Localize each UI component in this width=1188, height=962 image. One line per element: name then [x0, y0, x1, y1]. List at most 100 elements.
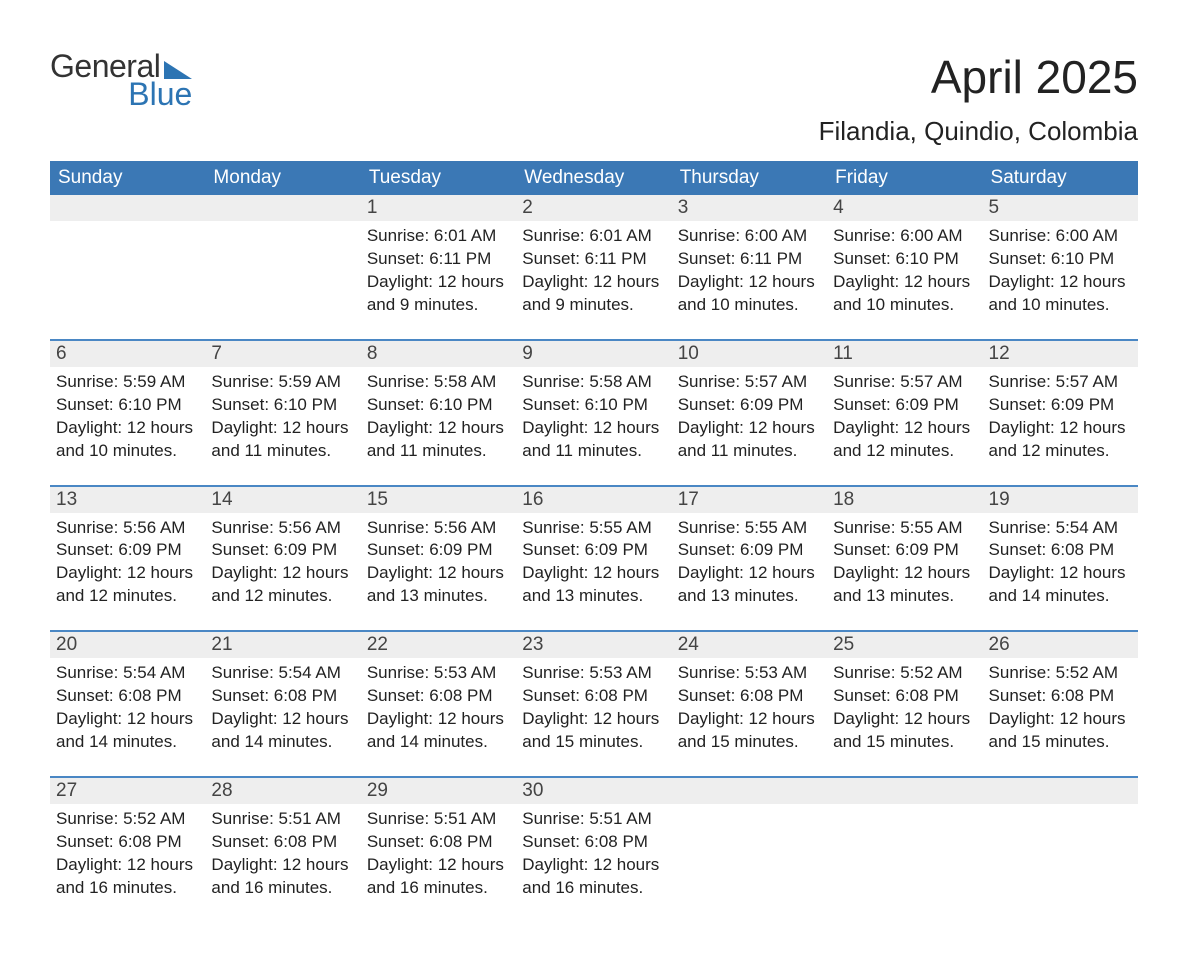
sunset-line: Sunset: 6:08 PM [56, 685, 199, 708]
daylight-line: Daylight: 12 hours and 10 minutes. [678, 271, 821, 317]
sunrise-line: Sunrise: 6:01 AM [367, 225, 510, 248]
sunset-line: Sunset: 6:11 PM [522, 248, 665, 271]
day-number: 11 [827, 341, 982, 367]
daylight-line: Daylight: 12 hours and 12 minutes. [989, 417, 1132, 463]
day-number: 14 [205, 487, 360, 513]
calendar-day-cell [50, 195, 205, 340]
day-number: 15 [361, 487, 516, 513]
month-title: April 2025 [819, 50, 1138, 104]
sunrise-line: Sunrise: 5:52 AM [56, 808, 199, 831]
calendar-week-row: 1Sunrise: 6:01 AMSunset: 6:11 PMDaylight… [50, 195, 1138, 340]
sunrise-line: Sunrise: 5:53 AM [367, 662, 510, 685]
day-body: Sunrise: 5:52 AMSunset: 6:08 PMDaylight:… [983, 658, 1138, 754]
day-body: Sunrise: 6:01 AMSunset: 6:11 PMDaylight:… [516, 221, 671, 317]
header-bar: General Blue April 2025 Filandia, Quindi… [50, 50, 1138, 155]
day-number: 6 [50, 341, 205, 367]
day-body: Sunrise: 5:56 AMSunset: 6:09 PMDaylight:… [205, 513, 360, 609]
calendar-day-cell: 7Sunrise: 5:59 AMSunset: 6:10 PMDaylight… [205, 340, 360, 486]
calendar-day-cell [983, 777, 1138, 922]
day-number: 12 [983, 341, 1138, 367]
day-number [50, 195, 205, 221]
calendar-day-cell: 22Sunrise: 5:53 AMSunset: 6:08 PMDayligh… [361, 631, 516, 777]
day-body: Sunrise: 6:01 AMSunset: 6:11 PMDaylight:… [361, 221, 516, 317]
calendar-day-cell: 4Sunrise: 6:00 AMSunset: 6:10 PMDaylight… [827, 195, 982, 340]
logo-text-blue: Blue [50, 78, 192, 112]
daylight-line: Daylight: 12 hours and 12 minutes. [56, 562, 199, 608]
day-body: Sunrise: 5:57 AMSunset: 6:09 PMDaylight:… [983, 367, 1138, 463]
daylight-line: Daylight: 12 hours and 16 minutes. [522, 854, 665, 900]
day-number [205, 195, 360, 221]
weekday-header: Tuesday [361, 161, 516, 195]
sunset-line: Sunset: 6:09 PM [678, 394, 821, 417]
day-number: 18 [827, 487, 982, 513]
day-body: Sunrise: 5:51 AMSunset: 6:08 PMDaylight:… [516, 804, 671, 900]
sunset-line: Sunset: 6:10 PM [211, 394, 354, 417]
sunrise-line: Sunrise: 5:56 AM [56, 517, 199, 540]
daylight-line: Daylight: 12 hours and 12 minutes. [833, 417, 976, 463]
sunrise-line: Sunrise: 5:51 AM [211, 808, 354, 831]
day-body: Sunrise: 5:59 AMSunset: 6:10 PMDaylight:… [50, 367, 205, 463]
day-body: Sunrise: 5:52 AMSunset: 6:08 PMDaylight:… [50, 804, 205, 900]
sunset-line: Sunset: 6:09 PM [833, 539, 976, 562]
sunrise-line: Sunrise: 5:56 AM [211, 517, 354, 540]
day-body: Sunrise: 5:55 AMSunset: 6:09 PMDaylight:… [516, 513, 671, 609]
sunrise-line: Sunrise: 6:01 AM [522, 225, 665, 248]
sunrise-line: Sunrise: 5:52 AM [989, 662, 1132, 685]
sunset-line: Sunset: 6:08 PM [56, 831, 199, 854]
sunset-line: Sunset: 6:08 PM [989, 685, 1132, 708]
sunrise-line: Sunrise: 5:53 AM [522, 662, 665, 685]
sunrise-line: Sunrise: 5:55 AM [678, 517, 821, 540]
sunset-line: Sunset: 6:08 PM [522, 831, 665, 854]
daylight-line: Daylight: 12 hours and 12 minutes. [211, 562, 354, 608]
calendar-day-cell: 21Sunrise: 5:54 AMSunset: 6:08 PMDayligh… [205, 631, 360, 777]
day-body: Sunrise: 5:55 AMSunset: 6:09 PMDaylight:… [827, 513, 982, 609]
daylight-line: Daylight: 12 hours and 9 minutes. [522, 271, 665, 317]
day-body: Sunrise: 5:51 AMSunset: 6:08 PMDaylight:… [205, 804, 360, 900]
sunset-line: Sunset: 6:10 PM [56, 394, 199, 417]
day-number: 30 [516, 778, 671, 804]
sunrise-line: Sunrise: 6:00 AM [833, 225, 976, 248]
weekday-header: Thursday [672, 161, 827, 195]
calendar-day-cell: 19Sunrise: 5:54 AMSunset: 6:08 PMDayligh… [983, 486, 1138, 632]
daylight-line: Daylight: 12 hours and 11 minutes. [522, 417, 665, 463]
calendar-day-cell: 11Sunrise: 5:57 AMSunset: 6:09 PMDayligh… [827, 340, 982, 486]
day-body: Sunrise: 5:56 AMSunset: 6:09 PMDaylight:… [50, 513, 205, 609]
sunrise-line: Sunrise: 5:58 AM [522, 371, 665, 394]
calendar-day-cell: 8Sunrise: 5:58 AMSunset: 6:10 PMDaylight… [361, 340, 516, 486]
day-body: Sunrise: 5:58 AMSunset: 6:10 PMDaylight:… [361, 367, 516, 463]
calendar-day-cell: 1Sunrise: 6:01 AMSunset: 6:11 PMDaylight… [361, 195, 516, 340]
day-body: Sunrise: 5:54 AMSunset: 6:08 PMDaylight:… [50, 658, 205, 754]
sunset-line: Sunset: 6:11 PM [678, 248, 821, 271]
daylight-line: Daylight: 12 hours and 11 minutes. [211, 417, 354, 463]
sunset-line: Sunset: 6:10 PM [367, 394, 510, 417]
calendar-day-cell [205, 195, 360, 340]
calendar-week-row: 6Sunrise: 5:59 AMSunset: 6:10 PMDaylight… [50, 340, 1138, 486]
calendar-day-cell: 13Sunrise: 5:56 AMSunset: 6:09 PMDayligh… [50, 486, 205, 632]
calendar-day-cell: 18Sunrise: 5:55 AMSunset: 6:09 PMDayligh… [827, 486, 982, 632]
daylight-line: Daylight: 12 hours and 13 minutes. [678, 562, 821, 608]
logo-flag-icon [164, 61, 192, 79]
sunset-line: Sunset: 6:10 PM [989, 248, 1132, 271]
day-number: 10 [672, 341, 827, 367]
day-number: 7 [205, 341, 360, 367]
calendar-day-cell: 14Sunrise: 5:56 AMSunset: 6:09 PMDayligh… [205, 486, 360, 632]
calendar-table: SundayMondayTuesdayWednesdayThursdayFrid… [50, 161, 1138, 922]
daylight-line: Daylight: 12 hours and 13 minutes. [367, 562, 510, 608]
day-body [205, 221, 360, 311]
calendar-header-row: SundayMondayTuesdayWednesdayThursdayFrid… [50, 161, 1138, 195]
day-number: 13 [50, 487, 205, 513]
day-number: 24 [672, 632, 827, 658]
day-body: Sunrise: 5:54 AMSunset: 6:08 PMDaylight:… [205, 658, 360, 754]
day-body: Sunrise: 5:51 AMSunset: 6:08 PMDaylight:… [361, 804, 516, 900]
day-body: Sunrise: 5:55 AMSunset: 6:09 PMDaylight:… [672, 513, 827, 609]
daylight-line: Daylight: 12 hours and 14 minutes. [56, 708, 199, 754]
sunset-line: Sunset: 6:08 PM [367, 831, 510, 854]
daylight-line: Daylight: 12 hours and 16 minutes. [367, 854, 510, 900]
day-number: 17 [672, 487, 827, 513]
sunrise-line: Sunrise: 5:56 AM [367, 517, 510, 540]
sunset-line: Sunset: 6:11 PM [367, 248, 510, 271]
calendar-day-cell: 3Sunrise: 6:00 AMSunset: 6:11 PMDaylight… [672, 195, 827, 340]
day-number: 22 [361, 632, 516, 658]
day-body [672, 804, 827, 894]
calendar-day-cell: 9Sunrise: 5:58 AMSunset: 6:10 PMDaylight… [516, 340, 671, 486]
